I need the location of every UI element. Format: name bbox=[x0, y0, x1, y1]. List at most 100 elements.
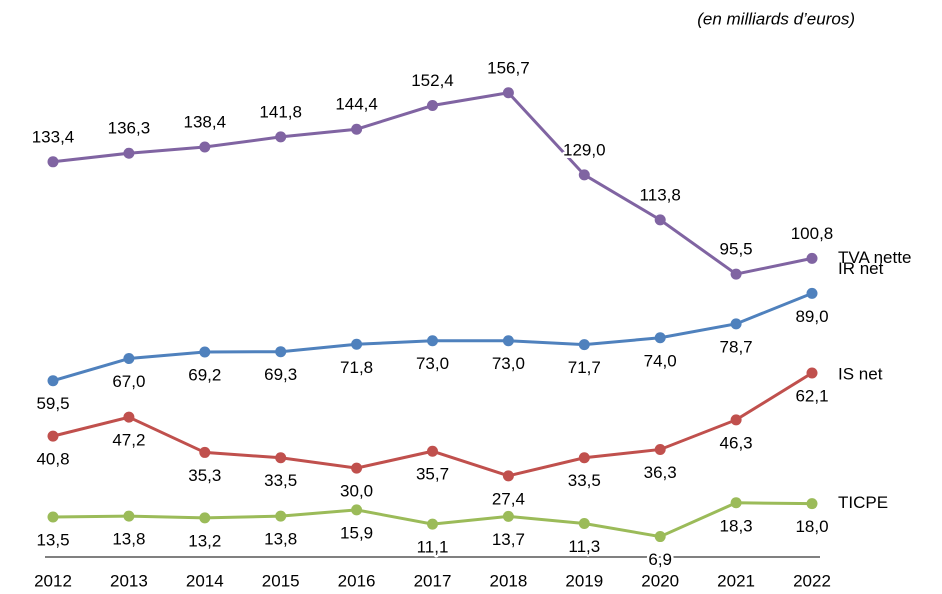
x-tick-label: 2012 bbox=[34, 571, 72, 590]
point bbox=[730, 318, 742, 330]
value-label: 11,3 bbox=[568, 537, 600, 556]
value-label: 6,9 bbox=[648, 550, 672, 569]
value-label: 136,3 bbox=[108, 119, 151, 138]
value-label: 59,5 bbox=[36, 394, 69, 413]
value-label: 156,7 bbox=[487, 58, 530, 77]
value-label: 69,2 bbox=[188, 365, 221, 384]
point bbox=[730, 497, 742, 509]
value-label: 18,3 bbox=[720, 516, 753, 535]
point bbox=[275, 131, 287, 143]
value-label: 27,4 bbox=[492, 489, 525, 508]
point bbox=[502, 470, 514, 482]
value-label: 36,3 bbox=[644, 463, 677, 482]
value-label: 71,8 bbox=[340, 358, 373, 377]
value-label: 13,7 bbox=[492, 530, 525, 549]
value-label: 30,0 bbox=[340, 482, 373, 501]
value-label: 73,0 bbox=[492, 354, 525, 373]
value-label: 78,7 bbox=[720, 337, 753, 356]
point bbox=[578, 518, 590, 530]
value-label: 11,1 bbox=[417, 538, 449, 557]
point bbox=[427, 518, 438, 530]
x-tick-label: 2013 bbox=[110, 571, 148, 590]
value-label: 62,1 bbox=[795, 387, 828, 406]
value-label: 13,8 bbox=[112, 530, 145, 549]
point bbox=[123, 147, 135, 159]
point bbox=[502, 87, 514, 99]
point bbox=[654, 531, 666, 543]
x-tick-label: 2018 bbox=[489, 571, 527, 590]
point bbox=[730, 414, 742, 426]
point bbox=[806, 498, 818, 510]
series-name: TICPE bbox=[838, 493, 888, 512]
point bbox=[275, 452, 287, 464]
value-label: 69,3 bbox=[264, 365, 297, 384]
value-label: 67,0 bbox=[112, 372, 145, 391]
point bbox=[427, 335, 438, 347]
x-tick-label: 2015 bbox=[262, 571, 300, 590]
value-label: 74,0 bbox=[644, 351, 677, 370]
value-label: 46,3 bbox=[720, 433, 753, 452]
x-tick-label: 2019 bbox=[565, 571, 603, 590]
point bbox=[654, 214, 666, 226]
point bbox=[427, 445, 438, 457]
value-label: 13,8 bbox=[264, 530, 297, 549]
value-label: 33,5 bbox=[568, 471, 601, 490]
value-label: 13,2 bbox=[188, 531, 221, 550]
x-tick-label: 2020 bbox=[641, 571, 679, 590]
value-label: 35,3 bbox=[188, 466, 221, 485]
value-label: 47,2 bbox=[112, 431, 145, 450]
value-label: 35,7 bbox=[416, 465, 449, 484]
point bbox=[578, 339, 590, 351]
point bbox=[47, 511, 59, 523]
series-name: IR net bbox=[838, 259, 884, 278]
point bbox=[199, 446, 211, 458]
point bbox=[275, 346, 287, 358]
point bbox=[123, 353, 135, 365]
point bbox=[351, 338, 363, 350]
point bbox=[47, 430, 59, 442]
point bbox=[351, 504, 363, 516]
value-label: 71,7 bbox=[568, 358, 601, 377]
point bbox=[199, 512, 211, 524]
x-tick-label: 2014 bbox=[186, 571, 224, 590]
x-tick-label: 2017 bbox=[414, 571, 452, 590]
series-name: IS net bbox=[838, 365, 883, 384]
point bbox=[578, 452, 590, 464]
point bbox=[275, 510, 287, 522]
point bbox=[427, 100, 438, 112]
value-label: 18,0 bbox=[795, 517, 828, 536]
value-label: 40,8 bbox=[36, 450, 69, 469]
value-label: 33,5 bbox=[264, 471, 297, 490]
point bbox=[351, 462, 363, 474]
value-label: 138,4 bbox=[184, 112, 227, 131]
value-label: 13,5 bbox=[36, 530, 69, 549]
value-label: 95,5 bbox=[720, 240, 753, 259]
point bbox=[654, 443, 666, 455]
point bbox=[806, 252, 818, 264]
value-label: 152,4 bbox=[411, 71, 454, 90]
series-name: TVA nette bbox=[838, 248, 911, 267]
value-label: 141,8 bbox=[259, 102, 302, 121]
annotation: (en milliards d’euros) bbox=[697, 9, 855, 28]
point bbox=[199, 346, 211, 358]
point bbox=[806, 367, 818, 379]
x-tick-label: 2016 bbox=[338, 571, 376, 590]
point bbox=[123, 411, 135, 423]
value-label: 100,8 bbox=[791, 224, 834, 243]
point bbox=[351, 123, 363, 135]
x-tick-label: 2022 bbox=[793, 571, 831, 590]
point bbox=[578, 169, 590, 181]
series-line bbox=[52, 371, 813, 478]
point bbox=[654, 332, 666, 344]
series-line bbox=[52, 91, 813, 276]
point bbox=[199, 141, 211, 153]
point bbox=[123, 510, 135, 522]
value-label: 144,4 bbox=[335, 95, 378, 114]
point bbox=[47, 156, 59, 168]
point bbox=[502, 510, 514, 522]
point bbox=[47, 375, 59, 387]
point bbox=[730, 268, 742, 280]
value-label: 15,9 bbox=[340, 523, 373, 542]
